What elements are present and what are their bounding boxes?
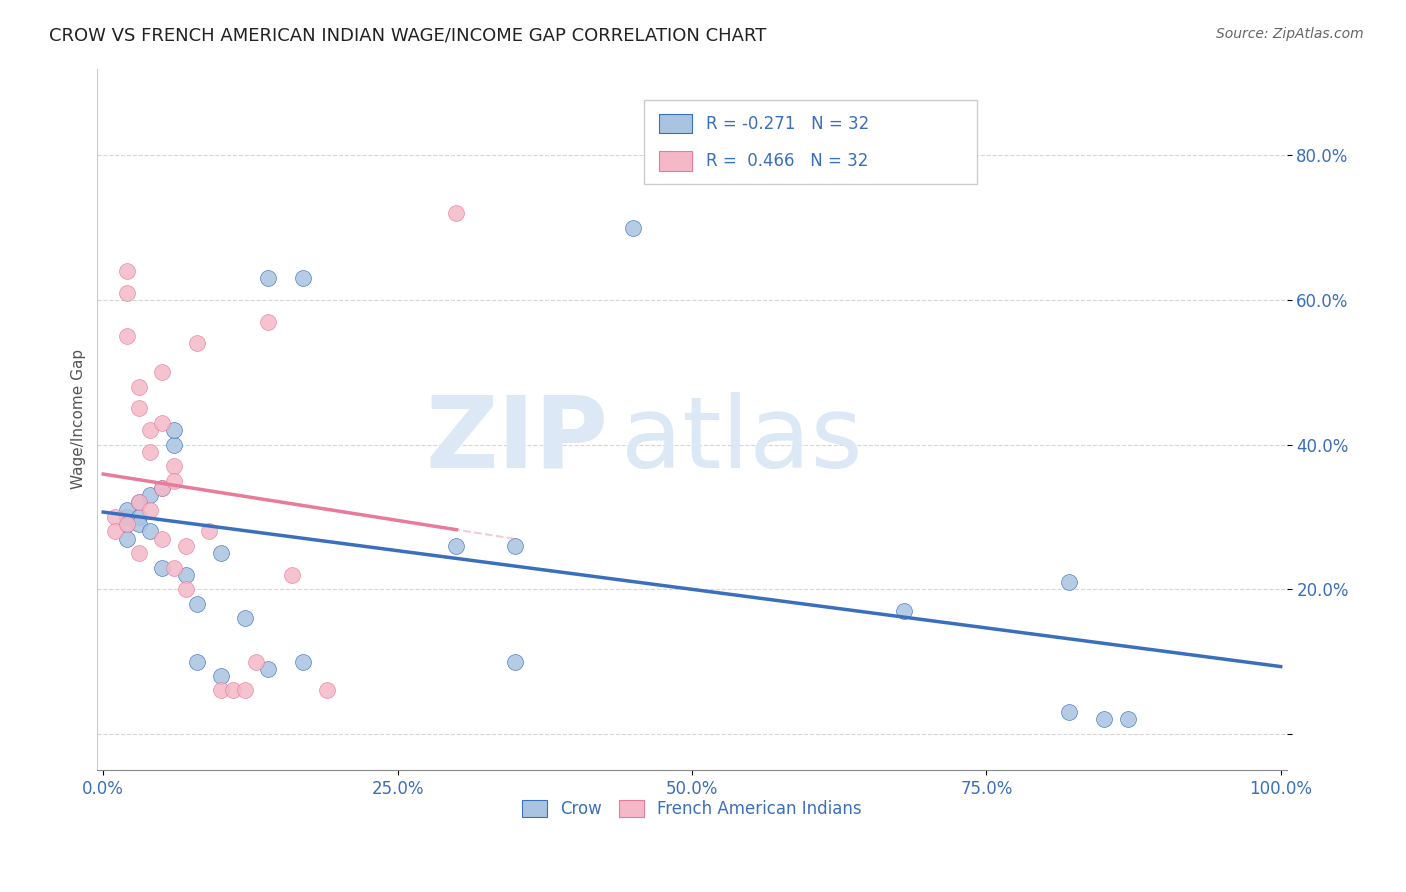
Point (316, 683, 339, 698)
Point (446, 206, 468, 220)
Point (128, 546, 150, 560)
Point (621, 220, 644, 235)
Point (257, 315, 280, 329)
Point (292, 271, 315, 285)
Point (233, 611, 256, 625)
Point (174, 539, 197, 553)
Point (150, 532, 173, 546)
Point (186, 336, 208, 351)
Point (163, 423, 186, 437)
Point (505, 539, 527, 553)
Bar (658, 151, 692, 170)
Point (115, 517, 138, 532)
Point (139, 445, 162, 459)
Point (128, 517, 150, 532)
Bar (658, 114, 692, 134)
Text: ZIP: ZIP (426, 392, 609, 489)
Point (163, 474, 186, 488)
Point (128, 495, 150, 509)
Point (233, 683, 256, 698)
Point (1116, 712, 1139, 726)
Point (139, 488, 162, 502)
Point (115, 517, 138, 532)
Point (139, 524, 162, 539)
Point (128, 380, 150, 394)
Point (163, 437, 186, 451)
Point (115, 532, 138, 546)
Point (139, 423, 162, 437)
Point (1092, 712, 1115, 726)
Point (257, 662, 280, 676)
Point (163, 459, 186, 474)
Point (115, 509, 138, 524)
Point (174, 582, 197, 597)
Point (115, 285, 138, 300)
Point (128, 401, 150, 416)
Point (209, 683, 232, 698)
Point (104, 509, 127, 524)
Point (209, 546, 232, 560)
Y-axis label: Wage/Income Gap: Wage/Income Gap (72, 349, 86, 490)
Point (150, 365, 173, 379)
Point (209, 669, 232, 683)
Point (1057, 574, 1080, 589)
Text: CROW VS FRENCH AMERICAN INDIAN WAGE/INCOME GAP CORRELATION CHART: CROW VS FRENCH AMERICAN INDIAN WAGE/INCO… (49, 27, 766, 45)
Point (446, 539, 468, 553)
Legend: Crow, French American Indians: Crow, French American Indians (516, 793, 869, 825)
Text: R =  0.466   N = 32: R = 0.466 N = 32 (706, 152, 869, 169)
Point (163, 560, 186, 574)
Point (198, 524, 221, 539)
Point (222, 683, 245, 698)
Text: atlas: atlas (620, 392, 862, 489)
Point (128, 509, 150, 524)
Point (186, 655, 208, 669)
Point (174, 567, 197, 582)
Text: Source: ZipAtlas.com: Source: ZipAtlas.com (1216, 27, 1364, 41)
Point (257, 271, 280, 285)
Point (1057, 705, 1080, 719)
Point (150, 481, 173, 495)
Point (150, 416, 173, 430)
Point (104, 524, 127, 539)
Point (505, 655, 527, 669)
Point (893, 604, 915, 618)
Point (280, 567, 302, 582)
Point (150, 560, 173, 574)
Point (150, 481, 173, 495)
Point (128, 495, 150, 509)
Text: R = -0.271   N = 32: R = -0.271 N = 32 (706, 115, 869, 133)
Point (115, 502, 138, 516)
Point (139, 502, 162, 516)
Point (186, 597, 208, 611)
Point (245, 655, 267, 669)
FancyBboxPatch shape (644, 100, 977, 185)
Point (115, 329, 138, 343)
Point (115, 264, 138, 278)
Point (292, 655, 315, 669)
